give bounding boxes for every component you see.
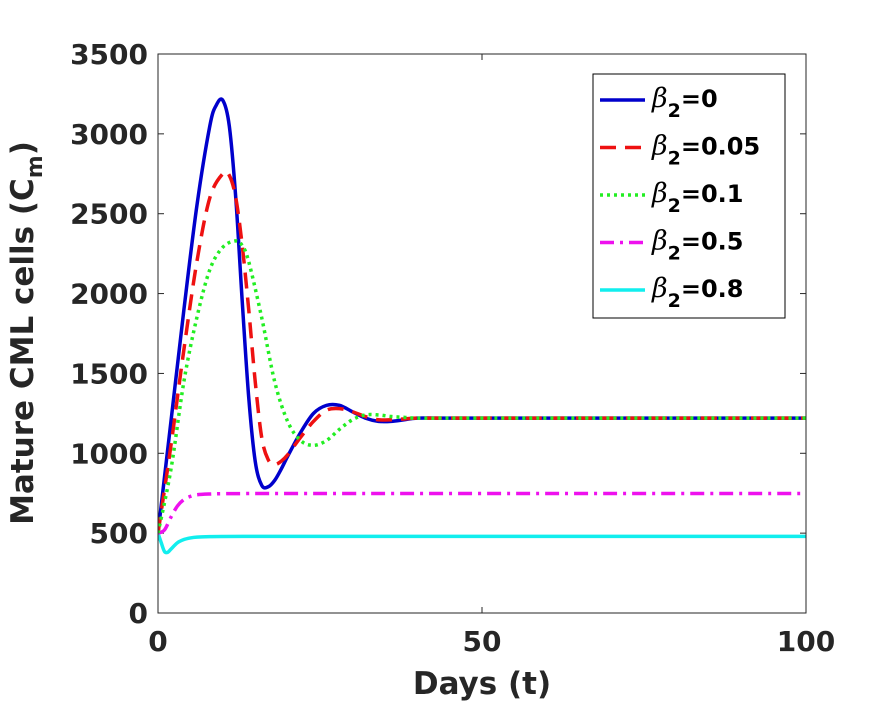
legend-label-1: β2=0.05 [651, 131, 760, 170]
y-axis-label-subscript: m [23, 155, 48, 178]
y-axis-label-main: Mature CML cells (C [5, 178, 41, 525]
legend-value: =0.05 [681, 133, 760, 161]
legend-box [592, 73, 786, 319]
x-tick-label: 0 [148, 625, 167, 658]
series-line-3 [158, 491, 806, 535]
axes-box [157, 53, 807, 614]
legend-value: =0 [681, 85, 718, 113]
series-layer [158, 97, 806, 555]
legend-symbol: β [651, 83, 668, 114]
y-tick-label: 0 [129, 597, 148, 630]
legend-symbol: β [651, 178, 668, 209]
y-tick-label: 1000 [70, 437, 148, 470]
legend-subscript: 2 [668, 243, 681, 265]
x-axis-label: Days (t) [413, 666, 551, 702]
x-tick-label: 100 [777, 625, 835, 658]
legend-subscript: 2 [668, 100, 681, 122]
legend-symbol: β [651, 131, 668, 162]
tick-labels: 0 500 1000 1500 2000 2500 3000 3500 0 50 100 [70, 38, 835, 658]
y-tick-label: 3000 [70, 118, 148, 151]
y-tick-label: 500 [90, 517, 148, 550]
y-tick-label: 2500 [70, 198, 148, 231]
legend-label-3: β2=0.5 [651, 226, 743, 265]
legend-value: =0.8 [681, 275, 744, 303]
legend-label-0: β2=0 [651, 83, 718, 122]
y-tick-label: 2000 [70, 278, 148, 311]
series-line-2 [158, 239, 806, 534]
legend-label-4: β2=0.8 [651, 273, 743, 312]
legend-value: =0.5 [681, 228, 744, 256]
y-axis-label: Mature CML cells (Cm) [5, 141, 48, 525]
y-tick-label: 1500 [70, 357, 148, 390]
y-axis-label-suffix: ) [5, 141, 41, 155]
legend-subscript: 2 [668, 148, 681, 170]
x-tick-label: 50 [463, 625, 502, 658]
legend-subscript: 2 [668, 195, 681, 217]
series-line-4 [158, 532, 806, 555]
series-line-1 [158, 169, 806, 534]
legend-symbol: β [651, 273, 668, 304]
y-tick-label: 3500 [70, 38, 148, 71]
legend-symbol: β [651, 226, 668, 257]
legend-subscript: 2 [668, 290, 681, 312]
legend-label-2: β2=0.1 [651, 178, 743, 217]
legend-value: =0.1 [681, 180, 744, 208]
series-line-0 [158, 97, 806, 534]
